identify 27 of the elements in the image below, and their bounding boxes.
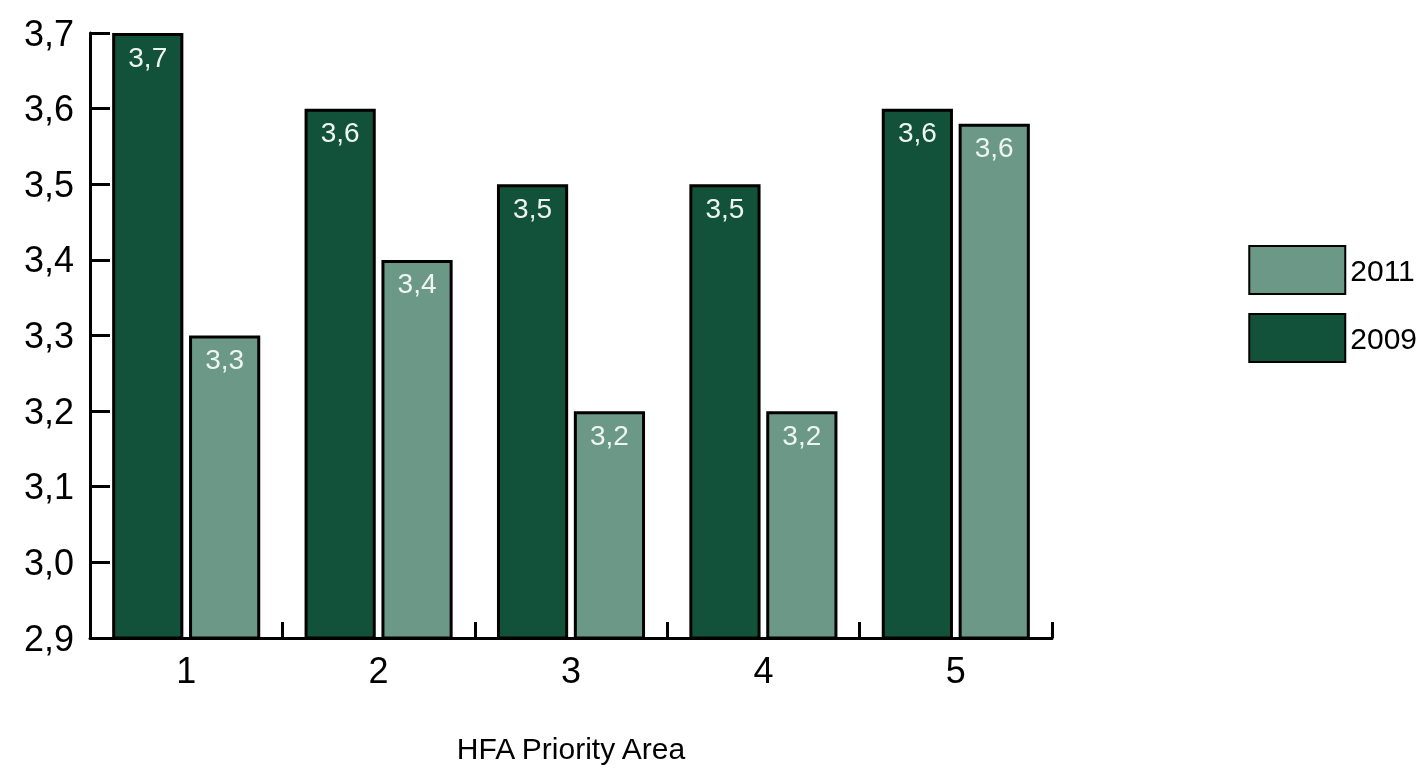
legend-label: 2011 (1350, 253, 1415, 287)
y-tick-label: 3,7 (23, 12, 74, 54)
data-label: 3,7 (128, 41, 168, 73)
data-label: 3,4 (397, 268, 437, 300)
x-tick-label: 5 (945, 649, 966, 691)
y-tick-label: 3,4 (23, 239, 74, 281)
x-axis-title: HFA Priority Area (456, 731, 686, 765)
x-tick-label: 3 (560, 649, 582, 691)
data-label: 3,2 (589, 419, 629, 451)
y-tick-label: 3,0 (23, 541, 74, 583)
y-tick-label: 3,6 (23, 88, 74, 130)
y-tick-label: 3,5 (23, 163, 74, 205)
legend-label: 2009 (1350, 321, 1418, 355)
data-label: 3,6 (897, 117, 937, 149)
data-label: 3,6 (320, 117, 360, 149)
x-tick-label: 1 (176, 649, 197, 691)
x-tick-label: 4 (753, 649, 774, 691)
y-tick-label: 3,1 (23, 466, 74, 508)
data-label: 3,5 (705, 192, 745, 224)
y-tick-label: 2,9 (23, 617, 74, 659)
data-label: 3,5 (513, 192, 553, 224)
data-label: 3,3 (205, 344, 245, 375)
y-tick-label: 3,2 (23, 390, 74, 432)
y-tick-label: 3,3 (23, 315, 74, 356)
data-label: 3,2 (782, 419, 822, 451)
x-tick-label: 2 (368, 649, 389, 691)
data-label: 3,6 (974, 132, 1014, 164)
